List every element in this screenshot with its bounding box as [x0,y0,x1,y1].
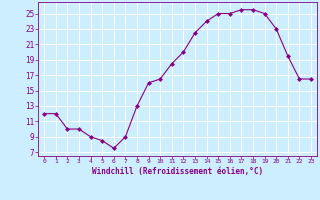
X-axis label: Windchill (Refroidissement éolien,°C): Windchill (Refroidissement éolien,°C) [92,167,263,176]
